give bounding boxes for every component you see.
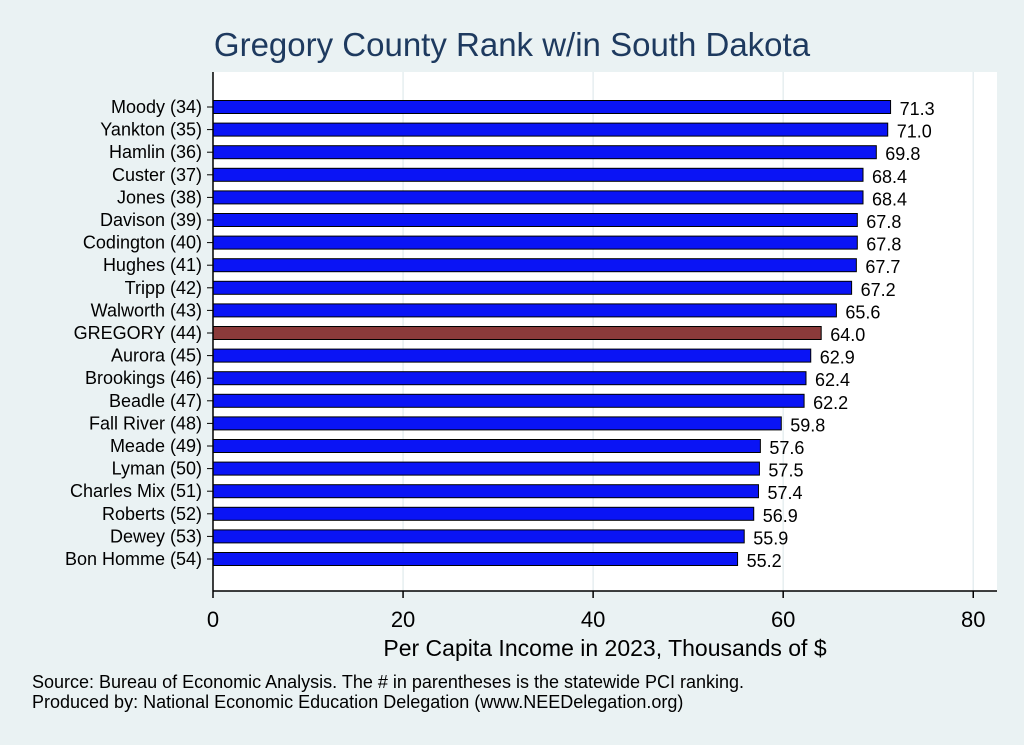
value-label: 62.9 bbox=[820, 348, 855, 368]
x-axis-title: Per Capita Income in 2023, Thousands of … bbox=[383, 635, 826, 661]
category-label: Davison (39) bbox=[100, 210, 202, 230]
value-label: 64.0 bbox=[830, 325, 865, 345]
bar bbox=[212, 100, 892, 114]
bar bbox=[212, 529, 745, 544]
category-label: Tripp (42) bbox=[125, 278, 202, 298]
value-label: 62.2 bbox=[813, 393, 848, 413]
category-label: Moody (34) bbox=[111, 97, 202, 117]
value-label: 57.5 bbox=[768, 461, 803, 481]
category-label: Charles Mix (51) bbox=[70, 481, 202, 501]
bar bbox=[212, 371, 807, 386]
value-label: 71.3 bbox=[900, 99, 935, 119]
bar bbox=[212, 235, 858, 250]
category-label: Hughes (41) bbox=[103, 255, 202, 275]
bar bbox=[212, 416, 782, 431]
produced-by-note: Produced by: National Economic Education… bbox=[32, 692, 684, 712]
bar bbox=[212, 190, 864, 205]
category-label: Custer (37) bbox=[112, 165, 202, 185]
bar-highlighted bbox=[212, 326, 822, 340]
value-label: 67.8 bbox=[866, 212, 901, 232]
value-label: 67.2 bbox=[861, 280, 896, 300]
value-label: 71.0 bbox=[897, 122, 932, 142]
bar bbox=[212, 506, 755, 521]
bar bbox=[212, 461, 760, 476]
value-label: 57.4 bbox=[767, 483, 802, 503]
bars: Moody (34) 71.3 Yankton (35) 71.0 Hamlin (36… bbox=[65, 97, 935, 571]
bar bbox=[212, 348, 812, 363]
category-label: Beadle (47) bbox=[109, 391, 202, 411]
x-tick-label: 20 bbox=[391, 607, 415, 632]
bar bbox=[212, 552, 739, 566]
category-label: Fall River (48) bbox=[89, 413, 202, 433]
category-label: Bon Homme (54) bbox=[65, 549, 202, 569]
value-label: 67.7 bbox=[865, 257, 900, 277]
bar bbox=[212, 122, 889, 137]
bar bbox=[212, 213, 858, 227]
category-label: Yankton (35) bbox=[100, 120, 202, 140]
category-label: Jones (38) bbox=[117, 187, 202, 207]
bar bbox=[212, 439, 761, 453]
value-label: 62.4 bbox=[815, 370, 850, 390]
category-label: Hamlin (36) bbox=[109, 142, 202, 162]
value-label: 56.9 bbox=[763, 506, 798, 526]
x-tick-label: 40 bbox=[581, 607, 605, 632]
value-label: 68.4 bbox=[872, 167, 907, 187]
category-label: Aurora (45) bbox=[111, 346, 202, 366]
category-label: Brookings (46) bbox=[85, 368, 202, 388]
value-label: 55.2 bbox=[747, 551, 782, 571]
bar bbox=[212, 393, 805, 408]
x-tick-label: 80 bbox=[961, 607, 985, 632]
value-label: 55.9 bbox=[753, 528, 788, 548]
value-label: 65.6 bbox=[845, 302, 880, 322]
axes: 0 20 40 60 80 bbox=[207, 72, 997, 632]
category-label: GREGORY (44) bbox=[74, 323, 202, 343]
value-label: 59.8 bbox=[790, 415, 825, 435]
source-note: Source: Bureau of Economic Analysis. The… bbox=[32, 672, 745, 692]
bar bbox=[212, 484, 759, 499]
category-label: Dewey (53) bbox=[110, 526, 202, 546]
category-label: Meade (49) bbox=[110, 436, 202, 456]
category-label: Roberts (52) bbox=[102, 504, 202, 524]
bar bbox=[212, 145, 877, 160]
value-label: 67.8 bbox=[866, 235, 901, 255]
bar bbox=[212, 303, 837, 318]
bar bbox=[212, 280, 853, 295]
chart-title: Gregory County Rank w/in South Dakota bbox=[213, 26, 811, 63]
category-label: Walworth (43) bbox=[91, 300, 202, 320]
category-label: Codington (40) bbox=[83, 233, 202, 253]
x-tick-label: 0 bbox=[207, 607, 219, 632]
value-label: 68.4 bbox=[872, 189, 907, 209]
value-label: 57.6 bbox=[769, 438, 804, 458]
x-tick-label: 60 bbox=[771, 607, 795, 632]
bar bbox=[212, 258, 857, 273]
value-label: 69.8 bbox=[885, 144, 920, 164]
bar bbox=[212, 167, 864, 182]
category-label: Lyman (50) bbox=[112, 459, 202, 479]
